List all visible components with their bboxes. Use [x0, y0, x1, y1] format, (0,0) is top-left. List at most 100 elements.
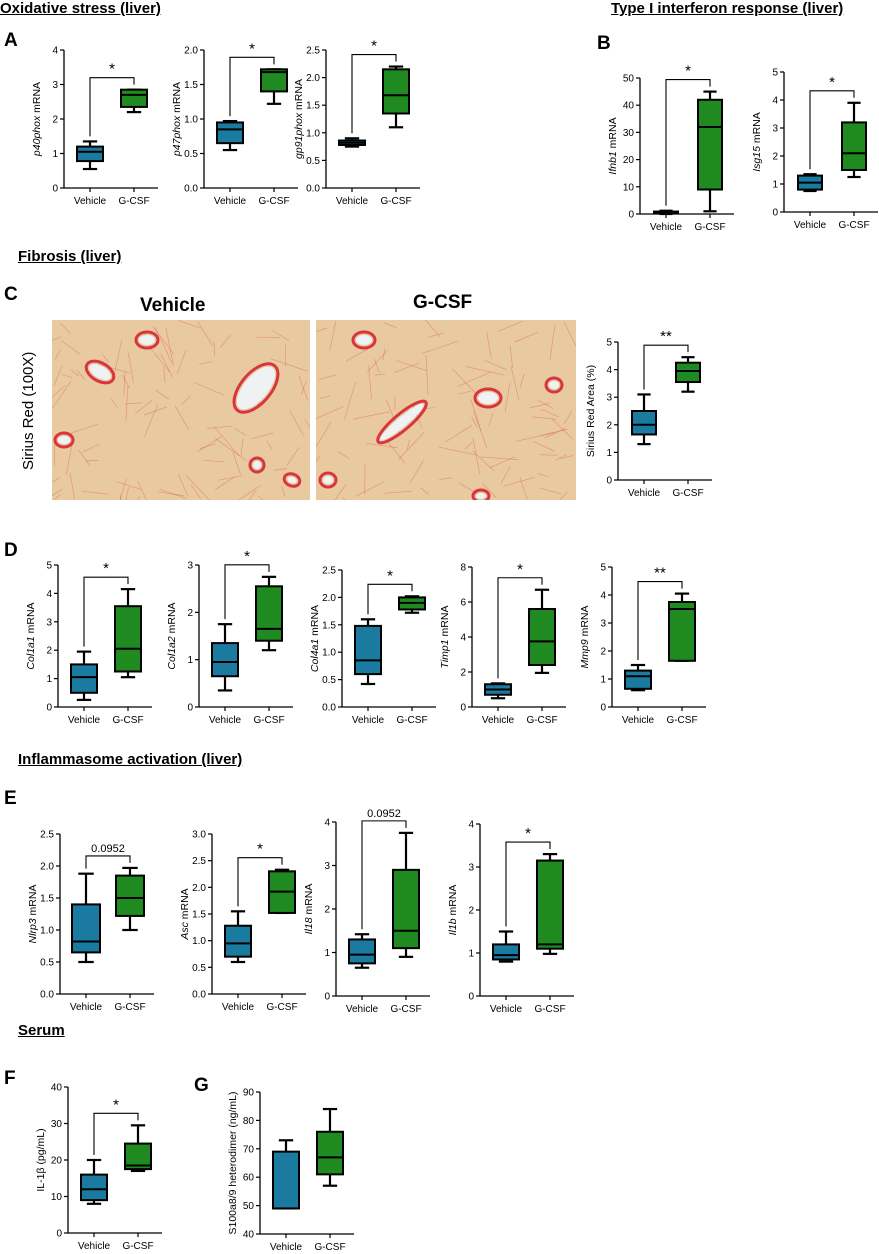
significance-bracket: *	[665, 63, 711, 206]
chart-gp91phox: 0.0 0.5 1.0 1.5 2.0 2.5 Vehicle G-CSF gp91phox m…	[293, 38, 420, 207]
significance-label: *	[109, 61, 115, 78]
y-axis-label: Sirius Red Area (%)	[585, 365, 597, 457]
x-tick-label: Vehicle	[628, 488, 661, 499]
y-tick-label: 0.5	[306, 156, 320, 167]
x-tick-label: Vehicle	[490, 1004, 523, 1015]
x-tick-label: Vehicle	[352, 715, 385, 726]
x-tick-label: Vehicle	[622, 715, 655, 726]
y-tick-label: 0	[324, 992, 330, 1003]
y-tick-label: 0	[600, 703, 606, 714]
panel-letter-c: C	[4, 284, 18, 305]
histology-vehicle-label: Vehicle	[140, 295, 206, 316]
y-tick-label: 5	[772, 68, 778, 79]
y-axis-label: Ifnb1 mRNA	[607, 117, 619, 174]
box-gcsf	[255, 575, 283, 652]
y-tick-label: 2.0	[322, 593, 336, 604]
y-tick-label: 8	[460, 563, 466, 574]
y-tick-label: 3	[324, 861, 330, 872]
section-title-fibrosis: Fibrosis (liver)	[18, 248, 122, 265]
significance-label: 0.0952	[91, 843, 125, 855]
y-tick-label: 0.0	[306, 184, 320, 195]
x-tick-label: G-CSF	[258, 196, 289, 207]
box-gcsf	[536, 852, 564, 955]
box-gcsf	[115, 866, 145, 932]
x-tick-label: G-CSF	[390, 1004, 421, 1015]
significance-label: *	[249, 40, 255, 57]
y-tick-label: 1.5	[40, 894, 54, 905]
box-vehicle	[492, 930, 520, 963]
y-tick-label: 1	[772, 180, 778, 191]
chart-s100a8-9: 40 50 60 70 80 90 Vehicle G-CSF S100a8/9 heterod…	[227, 1088, 354, 1253]
y-tick-label: 40	[623, 101, 635, 112]
significance-label: *	[113, 1096, 119, 1113]
box-gcsf	[114, 588, 142, 679]
y-tick-label: 1.0	[184, 115, 198, 126]
y-tick-label: 0.0	[322, 703, 336, 714]
x-tick-label: Vehicle	[78, 1241, 111, 1252]
x-tick-label: G-CSF	[253, 715, 284, 726]
x-tick-label: G-CSF	[694, 222, 725, 233]
box-vehicle	[80, 1158, 108, 1205]
significance-bracket: 0.0952	[361, 808, 407, 930]
chart-il18: 0 1 2 3 4 Vehicle G-CSF Il18 mRNA 0.0952	[303, 808, 430, 1015]
y-tick-label: 1.0	[192, 936, 206, 947]
y-tick-label: 6	[460, 598, 466, 609]
y-axis-label: Col4a1 mRNA	[309, 605, 321, 672]
x-tick-label: G-CSF	[838, 220, 869, 231]
y-tick-label: 1.0	[322, 648, 336, 659]
y-tick-label: 2.0	[306, 73, 320, 84]
y-tick-label: 70	[243, 1144, 255, 1155]
x-tick-label: Vehicle	[650, 222, 683, 233]
box-gcsf	[697, 90, 723, 213]
significance-label: *	[525, 825, 531, 842]
significance-label: *	[685, 63, 691, 80]
y-tick-label: 0	[772, 208, 778, 219]
significance-bracket: *	[83, 560, 129, 647]
y-tick-label: 0	[187, 703, 193, 714]
y-tick-label: 5	[600, 563, 606, 574]
y-tick-label: 2.0	[40, 862, 54, 873]
x-tick-label: G-CSF	[534, 1004, 565, 1015]
y-tick-label: 2.5	[306, 46, 320, 57]
y-tick-label: 0.5	[40, 958, 54, 969]
y-tick-label: 1.5	[184, 80, 198, 91]
box-vehicle	[354, 618, 382, 686]
y-axis-label: Timp1 mRNA	[439, 606, 451, 669]
x-tick-label: Vehicle	[74, 196, 107, 207]
y-axis-label: Col1a1 mRNA	[25, 602, 37, 669]
significance-bracket: **	[643, 328, 689, 390]
significance-bracket: *	[89, 61, 135, 137]
significance-bracket: *	[367, 567, 413, 615]
section-title-interferon: Type I interferon response (liver)	[611, 0, 844, 17]
y-tick-label: 4	[52, 46, 58, 57]
y-axis-label: gp91phox mRNA	[293, 79, 305, 159]
y-tick-label: 2.5	[192, 856, 206, 867]
x-tick-label: Vehicle	[209, 715, 242, 726]
y-tick-label: 1.5	[306, 101, 320, 112]
significance-bracket: *	[497, 561, 543, 679]
box-gcsf	[316, 1107, 344, 1187]
x-tick-label: G-CSF	[314, 1242, 345, 1253]
chart-il1b: 0 1 2 3 4 Vehicle G-CSF Il1b mRNA *	[447, 820, 574, 1015]
y-tick-label: 2.0	[184, 46, 198, 57]
x-tick-label: Vehicle	[70, 1002, 103, 1013]
x-tick-label: G-CSF	[114, 1002, 145, 1013]
significance-bracket: **	[637, 565, 683, 660]
y-tick-label: 2.5	[40, 830, 54, 841]
y-tick-label: 0.5	[184, 149, 198, 160]
box-gcsf	[668, 592, 696, 662]
y-tick-label: 0	[628, 210, 634, 221]
y-tick-label: 0.5	[192, 963, 206, 974]
box-vehicle	[631, 393, 657, 446]
y-tick-label: 3	[606, 393, 612, 404]
y-tick-label: 0.0	[40, 990, 54, 1001]
y-tick-label: 0	[46, 703, 52, 714]
y-tick-label: 90	[243, 1088, 255, 1099]
chart-col1a2: 0 1 2 3 Vehicle G-CSF Col1a2 mRNA *	[166, 548, 293, 726]
box-gcsf	[382, 65, 410, 129]
y-tick-label: 20	[623, 155, 635, 166]
x-tick-label: G-CSF	[666, 715, 697, 726]
y-axis-label: Mmp9 mRNA	[579, 605, 591, 668]
significance-bracket: *	[229, 40, 275, 117]
box-vehicle	[624, 663, 652, 692]
